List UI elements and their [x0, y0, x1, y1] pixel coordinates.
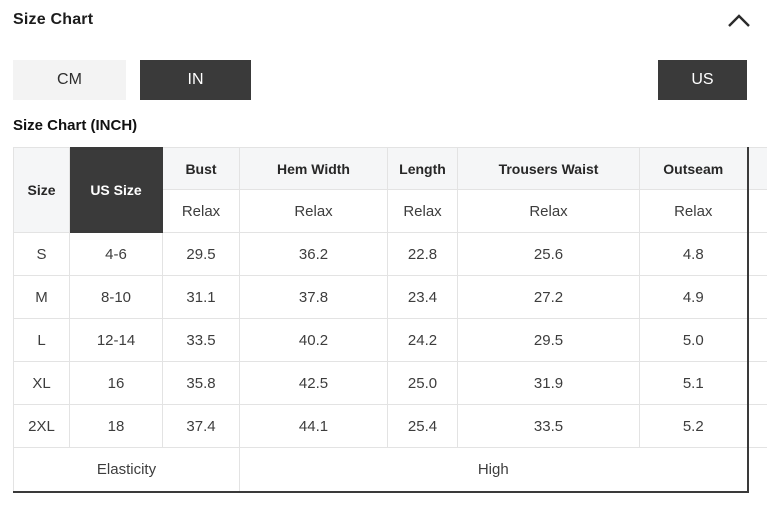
size-table: Size US Size Bust Hem Width Length Trous…	[13, 147, 767, 493]
fit-cell-clipped	[747, 189, 767, 233]
cell-trousers-waist: 27.2	[457, 275, 640, 319]
cell-trousers-waist: 25.6	[457, 232, 640, 276]
elasticity-value: High	[239, 447, 749, 493]
cell-outseam: 5.1	[639, 361, 749, 405]
panel-header: Size Chart	[0, 0, 767, 32]
cell-length: 25.4	[387, 404, 458, 448]
collapse-button[interactable]	[725, 11, 753, 30]
col-header-us-size: US Size	[69, 147, 163, 233]
table-row-2xl: 2XL 18 37.4 44.1 25.4 33.5 5.2	[13, 404, 767, 448]
cell-size: XL	[13, 361, 70, 405]
cell-bust: 29.5	[162, 232, 240, 276]
cell-bust: 37.4	[162, 404, 240, 448]
cell-hem-width: 42.5	[239, 361, 388, 405]
cell-outseam: 4.8	[639, 232, 749, 276]
cell-length: 24.2	[387, 318, 458, 362]
cell-hem-width: 37.8	[239, 275, 388, 319]
cell-trousers-waist: 31.9	[457, 361, 640, 405]
col-header-trousers-waist: Trousers Waist	[457, 147, 640, 190]
cell-size: 2XL	[13, 404, 70, 448]
cell-us-size: 4-6	[69, 232, 163, 276]
cell-length: 22.8	[387, 232, 458, 276]
col-header-bust: Bust	[162, 147, 240, 190]
fit-cell: Relax	[239, 189, 388, 233]
cell-bust: 35.8	[162, 361, 240, 405]
table-row-xl: XL 16 35.8 42.5 25.0 31.9 5.1	[13, 361, 767, 405]
cell-clipped	[747, 318, 767, 362]
cell-trousers-waist: 29.5	[457, 318, 640, 362]
footer-cell-clipped	[747, 447, 767, 492]
cell-clipped	[747, 275, 767, 319]
col-header-size: Size	[13, 147, 70, 233]
cell-bust: 33.5	[162, 318, 240, 362]
table-row-s: S 4-6 29.5 36.2 22.8 25.6 4.8	[13, 232, 767, 276]
section-title: Size Chart (INCH)	[13, 117, 138, 134]
col-header-hem-width: Hem Width	[239, 147, 388, 190]
region-toggle-us[interactable]: US	[658, 60, 747, 100]
cell-hem-width: 36.2	[239, 232, 388, 276]
size-table-container: Size US Size Bust Hem Width Length Trous…	[13, 147, 767, 493]
cell-size: S	[13, 232, 70, 276]
fit-cell: Relax	[457, 189, 640, 233]
cell-clipped	[747, 232, 767, 276]
cell-size: M	[13, 275, 70, 319]
unit-toolbar: CM IN US	[13, 60, 747, 100]
elasticity-label: Elasticity	[13, 447, 240, 493]
cell-clipped	[747, 404, 767, 448]
cell-size: L	[13, 318, 70, 362]
cell-hem-width: 40.2	[239, 318, 388, 362]
fit-cell: Relax	[387, 189, 458, 233]
cell-outseam: 5.2	[639, 404, 749, 448]
page-title: Size Chart	[13, 11, 94, 28]
fit-cell: Relax	[639, 189, 749, 233]
table-row-m: M 8-10 31.1 37.8 23.4 27.2 4.9	[13, 275, 767, 319]
table-header-row: Size US Size Bust Hem Width Length Trous…	[13, 147, 767, 233]
cell-us-size: 12-14	[69, 318, 163, 362]
chevron-up-icon	[727, 13, 751, 31]
cell-outseam: 4.9	[639, 275, 749, 319]
cell-outseam: 5.0	[639, 318, 749, 362]
cell-us-size: 8-10	[69, 275, 163, 319]
unit-toggle-cm[interactable]: CM	[13, 60, 126, 100]
table-row-l: L 12-14 33.5 40.2 24.2 29.5 5.0	[13, 318, 767, 362]
cell-hem-width: 44.1	[239, 404, 388, 448]
cell-us-size: 16	[69, 361, 163, 405]
unit-toggle-in[interactable]: IN	[140, 60, 251, 100]
table-footer-row: Elasticity High	[13, 447, 767, 493]
cell-us-size: 18	[69, 404, 163, 448]
cell-trousers-waist: 33.5	[457, 404, 640, 448]
cell-clipped	[747, 361, 767, 405]
col-header-clipped	[747, 147, 767, 190]
cell-bust: 31.1	[162, 275, 240, 319]
cell-length: 23.4	[387, 275, 458, 319]
fit-row: Relax Relax Relax Relax Relax	[14, 189, 767, 233]
cell-length: 25.0	[387, 361, 458, 405]
fit-cell: Relax	[162, 189, 240, 233]
col-header-length: Length	[387, 147, 458, 190]
col-header-outseam: Outseam	[639, 147, 749, 190]
